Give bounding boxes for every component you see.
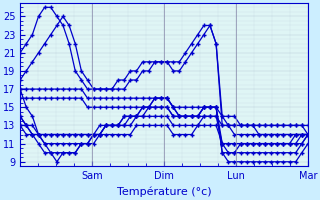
X-axis label: Température (°c): Température (°c) — [117, 187, 212, 197]
